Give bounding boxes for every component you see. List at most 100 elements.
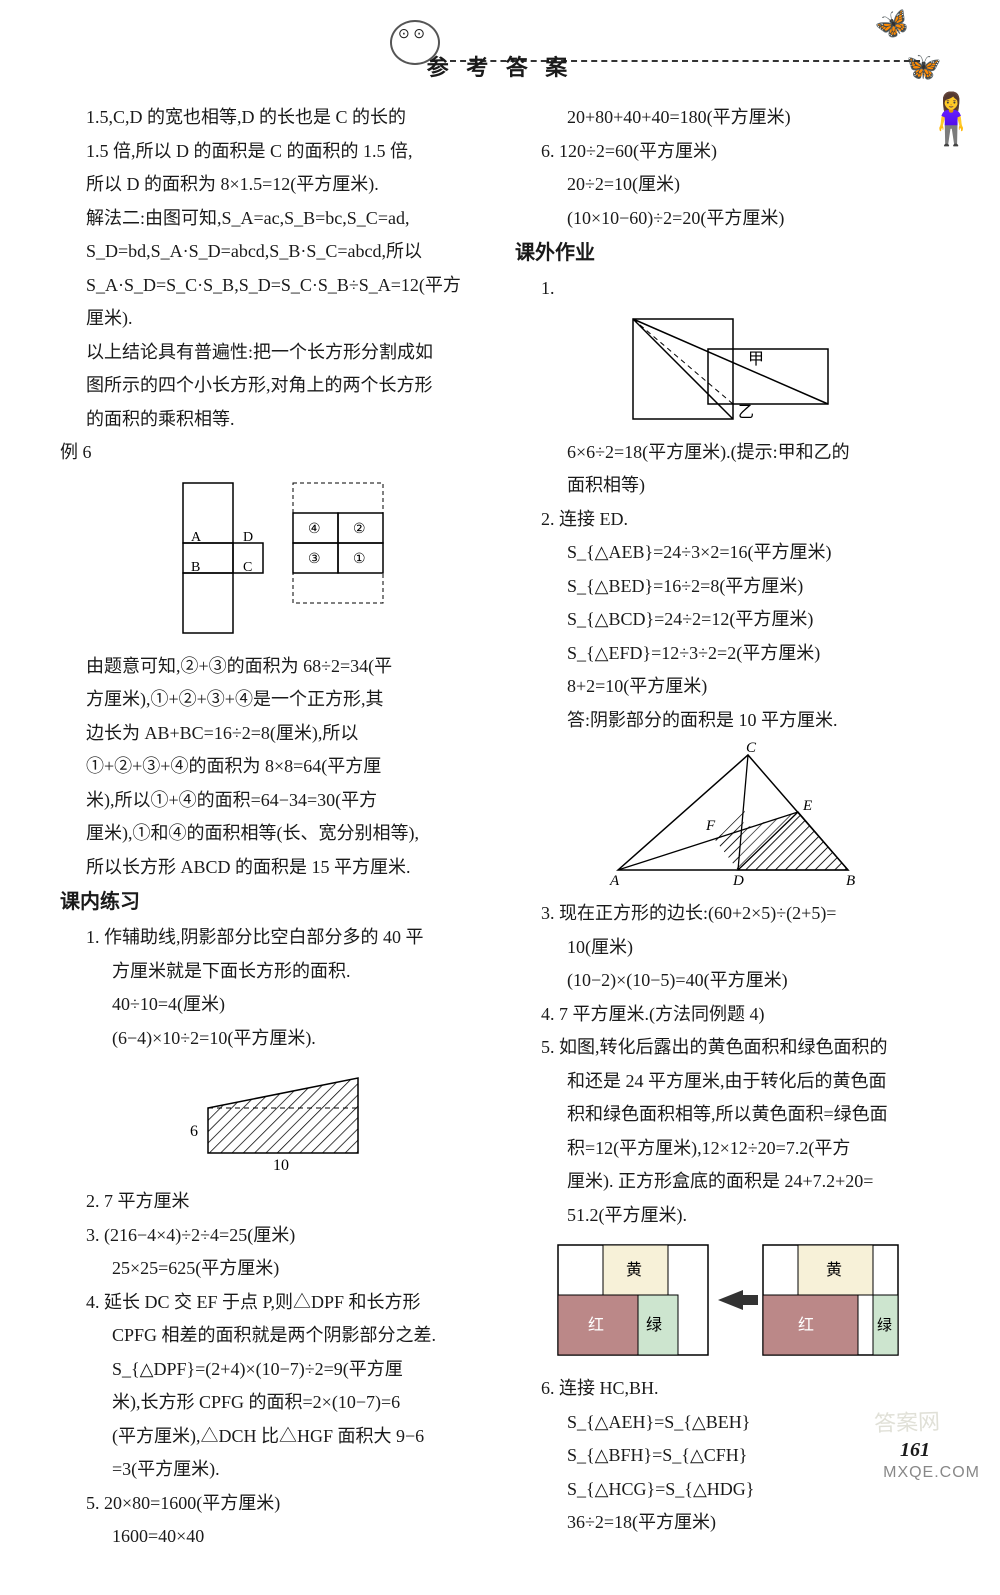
svg-text:E: E [802, 798, 812, 814]
svg-text:B: B [846, 873, 855, 889]
svg-text:D: D [732, 873, 744, 889]
left-column: 1.5,C,D 的宽也相等,D 的长也是 C 的长的 1.5 倍,所以 D 的面… [60, 102, 485, 1555]
text-line: 解法二:由图可知,S_A=ac,S_B=bc,S_C=ad, [60, 203, 485, 235]
text-line: 厘米). 正方形盒底的面积是 24+7.2+20= [515, 1166, 940, 1198]
section-heading: 课内练习 [60, 885, 485, 920]
watermark-cn: 答案网 [873, 1404, 940, 1438]
text-line: CPFG 相差的面积就是两个阴影部分之差. [60, 1320, 485, 1352]
text-line: S_D=bd,S_A·S_D=abcd,S_B·S_C=abcd,所以 [60, 236, 485, 268]
text-line: 1600=40×40 [60, 1521, 485, 1553]
text-line: 6. 120÷2=60(平方厘米) [515, 136, 940, 168]
text-line: =3(平方厘米). [60, 1454, 485, 1486]
text-line: 图所示的四个小长方形,对角上的两个长方形 [60, 370, 485, 402]
text-line: 所以 D 的面积为 8×1.5=12(平方厘米). [60, 169, 485, 201]
example-label: 例 6 [60, 437, 485, 469]
svg-text:黄: 黄 [626, 1261, 642, 1279]
text-line: 40÷10=4(厘米) [60, 989, 485, 1021]
svg-text:甲: 甲 [748, 351, 764, 368]
section-heading: 课外作业 [515, 236, 940, 271]
text-line: 4. 延长 DC 交 EF 于点 P,则△DPF 和长方形 [60, 1287, 485, 1319]
text-line: S_{△BCD}=24÷2=12(平方厘米) [515, 604, 940, 636]
text-line: 所以长方形 ABCD 的面积是 15 平方厘米. [60, 852, 485, 884]
text-line: 厘米). [60, 303, 485, 335]
text-line: 6×6÷2=18(平方厘米).(提示:甲和乙的 [515, 437, 940, 469]
text-line: 米),长方形 CPFG 的面积=2×(10−7)=6 [60, 1387, 485, 1419]
text-line: 20÷2=10(厘米) [515, 169, 940, 201]
svg-text:绿: 绿 [877, 1317, 892, 1334]
text-line: 1.5 倍,所以 D 的面积是 C 的面积的 1.5 倍, [60, 136, 485, 168]
text-line: 方厘米),①+②+③+④是一个正方形,其 [60, 684, 485, 716]
text-line: 5. 如图,转化后露出的黄色面积和绿色面积的 [515, 1032, 940, 1064]
text-line: S_{△HCG}=S_{△HDG} [515, 1474, 940, 1506]
svg-text:绿: 绿 [646, 1316, 662, 1334]
svg-text:乙: 乙 [738, 404, 754, 421]
svg-text:①: ① [353, 552, 366, 567]
content-columns: 1.5,C,D 的宽也相等,D 的长也是 C 的长的 1.5 倍,所以 D 的面… [60, 102, 940, 1555]
svg-text:②: ② [353, 522, 366, 537]
text-line: 8+2=10(平方厘米) [515, 671, 940, 703]
trapezoid-diagram: 6 10 [168, 1058, 378, 1178]
text-line: 3. (216−4×4)÷2÷4=25(厘米) [60, 1220, 485, 1252]
svg-text:10: 10 [273, 1157, 289, 1174]
text-line: 米),所以①+④的面积=64−34=30(平方 [60, 785, 485, 817]
page-number: 161 [900, 1439, 930, 1462]
svg-text:红: 红 [798, 1316, 814, 1334]
text-line: 积和绿色面积相等,所以黄色面积=绿色面 [515, 1099, 940, 1131]
page-title: 参 考 答 案 [427, 50, 574, 82]
text-line: 5. 20×80=1600(平方厘米) [60, 1488, 485, 1520]
text-line: 3. 现在正方形的边长:(60+2×5)÷(2+5)= [515, 898, 940, 930]
svg-text:D: D [243, 530, 253, 545]
girl-icon: 🧍‍♀️ [920, 90, 970, 180]
text-line: 面积相等) [515, 470, 940, 502]
svg-text:6: 6 [190, 1123, 198, 1140]
svg-text:B: B [191, 560, 200, 575]
text-line: 方厘米就是下面长方形的面积. [60, 956, 485, 988]
svg-text:A: A [191, 530, 202, 545]
text-line: 答:阴影部分的面积是 10 平方厘米. [515, 705, 940, 737]
text-line: S_A·S_D=S_C·S_B,S_D=S_C·S_B÷S_A=12(平方 [60, 270, 485, 302]
text-line: 36÷2=18(平方厘米) [515, 1507, 940, 1539]
text-line: 25×25=625(平方厘米) [60, 1253, 485, 1285]
svg-text:③: ③ [308, 552, 321, 567]
watermark-url: MXQE.COM [883, 1464, 980, 1482]
text-line: (10×10−60)÷2=20(平方厘米) [515, 203, 940, 235]
text-line: S_{△DPF}=(2+4)×(10−7)÷2=9(平方厘 [60, 1354, 485, 1386]
text-line: 2. 7 平方厘米 [60, 1186, 485, 1218]
svg-text:C: C [746, 740, 757, 756]
text-line: 1. [515, 273, 940, 305]
text-line: (10−2)×(10−5)=40(平方厘米) [515, 965, 940, 997]
text-line: S_{△BFH}=S_{△CFH} [515, 1440, 940, 1472]
butterfly-icon: 🦋 [870, 3, 914, 47]
text-line: 4. 7 平方厘米.(方法同例题 4) [515, 999, 940, 1031]
svg-text:A: A [609, 873, 620, 889]
svg-text:④: ④ [308, 522, 321, 537]
svg-text:F: F [705, 818, 716, 834]
text-line: S_{△BED}=16÷2=8(平方厘米) [515, 571, 940, 603]
text-line: 6. 连接 HC,BH. [515, 1373, 940, 1405]
page-header: 参 考 答 案 [60, 50, 940, 82]
text-line: 1.5,C,D 的宽也相等,D 的长也是 C 的长的 [60, 102, 485, 134]
text-line: 积=12(平方厘米),12×12÷20=7.2(平方 [515, 1133, 940, 1165]
color-box-diagram: 黄 红 绿 黄 红 绿 [548, 1235, 908, 1365]
text-line: S_{△EFD}=12÷3÷2=2(平方厘米) [515, 638, 940, 670]
text-line: 边长为 AB+BC=16÷2=8(厘米),所以 [60, 718, 485, 750]
svg-text:C: C [243, 560, 252, 575]
text-line: 2. 连接 ED. [515, 504, 940, 536]
right-column: 20+80+40+40=180(平方厘米) 6. 120÷2=60(平方厘米) … [515, 102, 940, 1555]
text-line: (6−4)×10÷2=10(平方厘米). [60, 1023, 485, 1055]
svg-text:黄: 黄 [826, 1261, 842, 1279]
text-line: 厘米),①和④的面积相等(长、宽分别相等), [60, 818, 485, 850]
text-line: S_{△AEB}=24÷3×2=16(平方厘米) [515, 537, 940, 569]
text-line: (平方厘米),△DCH 比△HGF 面积大 9−6 [60, 1421, 485, 1453]
text-line: 1. 作辅助线,阴影部分比空白部分多的 40 平 [60, 922, 485, 954]
text-line: 的面积的乘积相等. [60, 404, 485, 436]
text-line: 以上结论具有普遍性:把一个长方形分割成如 [60, 337, 485, 369]
text-line: 20+80+40+40=180(平方厘米) [515, 102, 940, 134]
text-line: 51.2(平方厘米). [515, 1200, 940, 1232]
triangle-diagram: A D B C E F [588, 740, 868, 890]
example6-diagram: A D B C ④ ② ③ ① [143, 473, 403, 643]
text-line: 10(厘米) [515, 932, 940, 964]
text-line: ①+②+③+④的面积为 8×8=64(平方厘 [60, 751, 485, 783]
text-line: 和还是 24 平方厘米,由于转化后的黄色面 [515, 1066, 940, 1098]
svg-text:红: 红 [588, 1316, 604, 1334]
